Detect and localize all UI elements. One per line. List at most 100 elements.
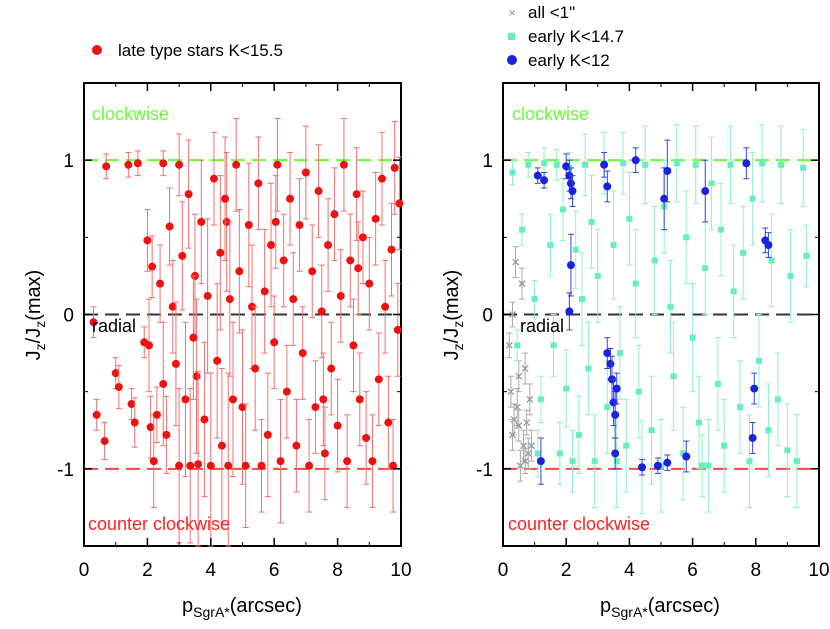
left-point-0-39 xyxy=(217,368,226,524)
left-point-0-62 xyxy=(289,252,298,346)
left-point-0-13 xyxy=(148,235,157,299)
marker xyxy=(314,187,323,196)
marker xyxy=(537,396,544,403)
marker xyxy=(663,458,672,467)
right-y-tick-label-0: 1 xyxy=(482,151,493,172)
left-point-0-0 xyxy=(89,306,98,339)
right-point-1-53 xyxy=(740,205,747,300)
marker xyxy=(509,169,516,176)
legend-marker-all: × xyxy=(508,5,516,20)
marker xyxy=(702,265,709,272)
marker xyxy=(793,458,800,465)
right-point-2-22 xyxy=(660,167,669,231)
right-legend: × all <1" early K<14.7 early K<12 xyxy=(507,3,624,70)
marker xyxy=(540,176,549,185)
marker xyxy=(708,180,715,187)
marker xyxy=(152,410,161,419)
left-point-0-42 xyxy=(225,221,234,377)
marker-b xyxy=(518,280,526,288)
marker xyxy=(568,187,577,196)
left-point-0-15 xyxy=(152,386,161,444)
left-series-0 xyxy=(89,117,404,547)
marker-b xyxy=(515,372,523,380)
right-point-1-50 xyxy=(727,125,734,204)
right-point-1-42 xyxy=(692,125,699,204)
left-point-0-56 xyxy=(270,295,279,390)
right-point-1-28 xyxy=(626,172,633,266)
marker xyxy=(298,349,307,358)
left-point-0-85 xyxy=(362,391,371,485)
marker xyxy=(146,423,155,432)
right-point-1-31 xyxy=(642,125,649,204)
left-point-0-51 xyxy=(254,136,263,231)
right-point-2-9 xyxy=(600,151,609,178)
marker xyxy=(254,179,263,188)
left-point-0-101 xyxy=(271,175,280,269)
right-point-1-47 xyxy=(714,337,721,431)
marker xyxy=(159,159,168,168)
marker xyxy=(611,449,620,458)
marker xyxy=(346,256,355,265)
left-point-0-79 xyxy=(343,414,352,508)
marker xyxy=(631,156,640,165)
left-point-0-48 xyxy=(244,162,253,288)
left-point-0-55 xyxy=(267,182,276,308)
right-point-2-26 xyxy=(742,147,751,180)
right-point-2-20 xyxy=(653,457,662,474)
left-point-0-93 xyxy=(387,202,396,297)
marker xyxy=(692,161,699,168)
marker xyxy=(683,234,690,241)
right-point-1-18 xyxy=(585,321,592,416)
marker xyxy=(144,341,153,350)
right-point-1-7 xyxy=(547,213,554,277)
right-point-1-36 xyxy=(667,259,674,354)
left-point-0-68 xyxy=(308,224,317,319)
right-y-tick-label-1: 0 xyxy=(482,306,493,327)
right-point-0-13 xyxy=(526,383,534,416)
right-point-1-25 xyxy=(616,306,623,400)
marker xyxy=(603,349,612,358)
left-point-0-1 xyxy=(92,398,101,431)
right-point-2-17 xyxy=(611,437,620,470)
right-point-1-10 xyxy=(556,422,563,485)
right-x-tick-label-1: 2 xyxy=(561,560,572,581)
left-point-0-2 xyxy=(100,422,109,461)
marker xyxy=(721,442,728,449)
marker xyxy=(225,295,234,304)
right-point-1-0 xyxy=(509,159,516,186)
left-point-0-72 xyxy=(320,406,329,501)
marker xyxy=(682,452,691,461)
right-point-0-1 xyxy=(507,375,515,408)
right-x-tick-label-5: 10 xyxy=(808,560,829,581)
marker xyxy=(267,241,276,250)
marker xyxy=(270,338,279,347)
marker xyxy=(563,385,570,392)
left-point-0-59 xyxy=(279,213,288,308)
marker xyxy=(623,442,630,449)
marker xyxy=(308,267,317,276)
marker xyxy=(324,241,333,250)
marker-b xyxy=(507,388,515,396)
right-x-tick-label-3: 6 xyxy=(687,560,698,581)
marker xyxy=(319,395,328,404)
right-point-0-4 xyxy=(512,246,520,278)
marker xyxy=(768,257,775,264)
left-point-0-77 xyxy=(336,249,345,343)
right-point-1-5 xyxy=(537,375,544,424)
marker xyxy=(638,463,647,472)
marker xyxy=(689,334,696,341)
left-point-0-86 xyxy=(365,236,374,331)
left-x-tick-label-5: 10 xyxy=(390,560,411,581)
marker xyxy=(591,458,598,465)
left-counter-clockwise-label: counter clockwise xyxy=(88,514,230,534)
left-point-0-38 xyxy=(216,175,225,331)
marker xyxy=(241,461,250,470)
right-series-0 xyxy=(505,246,535,482)
marker xyxy=(533,171,542,180)
left-point-0-53 xyxy=(260,229,269,354)
right-point-1-49 xyxy=(721,398,728,493)
marker xyxy=(336,291,345,300)
right-point-2-8 xyxy=(565,292,574,331)
marker xyxy=(232,160,241,169)
